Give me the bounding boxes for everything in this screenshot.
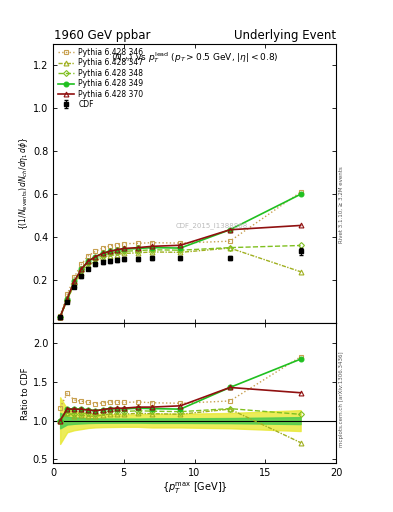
Pythia 6.428 349 (86, 258, 91, 264)
Pythia 6.428 347 (100, 254, 105, 261)
Pythia 6.428 347 (178, 249, 183, 255)
Pythia 6.428 346 (72, 274, 77, 280)
Pythia 6.428 347 (72, 282, 77, 288)
Pythia 6.428 370 (136, 245, 140, 251)
Pythia 6.428 347 (150, 249, 154, 255)
Pythia 6.428 348 (136, 248, 140, 254)
Pythia 6.428 370 (65, 295, 70, 302)
Pythia 6.428 346 (121, 241, 126, 247)
Pythia 6.428 349 (100, 250, 105, 257)
Pythia 6.428 349 (107, 248, 112, 254)
Pythia 6.428 346 (86, 252, 91, 259)
Pythia 6.428 370 (100, 250, 105, 257)
Pythia 6.428 348 (100, 252, 105, 259)
Pythia 6.428 348 (93, 256, 98, 262)
Pythia 6.428 346 (150, 240, 154, 246)
Pythia 6.428 346 (93, 248, 98, 254)
Y-axis label: Ratio to CDF: Ratio to CDF (21, 367, 30, 420)
Pythia 6.428 349 (58, 314, 62, 320)
Pythia 6.428 346 (65, 291, 70, 297)
Y-axis label: $\{(1/N_\mathrm{events})\,dN_{ch}/d\eta_1\,d\phi\}$: $\{(1/N_\mathrm{events})\,dN_{ch}/d\eta_… (17, 137, 30, 230)
Pythia 6.428 348 (150, 247, 154, 253)
Legend: Pythia 6.428 346, Pythia 6.428 347, Pythia 6.428 348, Pythia 6.428 349, Pythia 6: Pythia 6.428 346, Pythia 6.428 347, Pyth… (55, 46, 146, 111)
Pythia 6.428 349 (178, 245, 183, 251)
Pythia 6.428 348 (72, 281, 77, 287)
Text: $\langle N_{ch}\rangle$ vs $p_T^\mathrm{lead}$ ($p_T > 0.5$ GeV, $|\eta| < 0.8$): $\langle N_{ch}\rangle$ vs $p_T^\mathrm{… (111, 51, 278, 66)
Line: Pythia 6.428 348: Pythia 6.428 348 (58, 243, 303, 319)
Pythia 6.428 349 (65, 295, 70, 302)
Pythia 6.428 370 (86, 258, 91, 264)
Pythia 6.428 347 (65, 296, 70, 303)
Pythia 6.428 348 (86, 260, 91, 266)
Pythia 6.428 347 (93, 258, 98, 264)
Pythia 6.428 347 (107, 252, 112, 259)
Pythia 6.428 346 (114, 242, 119, 248)
Pythia 6.428 349 (228, 227, 232, 233)
Line: Pythia 6.428 346: Pythia 6.428 346 (58, 189, 303, 318)
Pythia 6.428 348 (58, 314, 62, 320)
Pythia 6.428 347 (228, 245, 232, 251)
Pythia 6.428 346 (136, 240, 140, 246)
Text: Rivet 3.1.10, ≥ 3.2M events: Rivet 3.1.10, ≥ 3.2M events (339, 166, 344, 243)
Pythia 6.428 370 (121, 245, 126, 251)
Pythia 6.428 348 (79, 268, 84, 274)
Pythia 6.428 347 (79, 270, 84, 276)
Pythia 6.428 370 (93, 253, 98, 260)
Pythia 6.428 370 (58, 314, 62, 320)
Pythia 6.428 349 (93, 253, 98, 260)
Pythia 6.428 370 (107, 248, 112, 254)
Pythia 6.428 370 (72, 279, 77, 285)
Pythia 6.428 347 (298, 269, 303, 275)
X-axis label: $\{p_T^\mathrm{max}$ [GeV]}: $\{p_T^\mathrm{max}$ [GeV]} (162, 481, 228, 497)
Pythia 6.428 348 (114, 249, 119, 255)
Pythia 6.428 349 (150, 245, 154, 251)
Pythia 6.428 370 (150, 243, 154, 249)
Pythia 6.428 370 (178, 242, 183, 248)
Pythia 6.428 348 (178, 247, 183, 253)
Pythia 6.428 346 (100, 245, 105, 251)
Line: Pythia 6.428 349: Pythia 6.428 349 (58, 192, 303, 319)
Text: Underlying Event: Underlying Event (234, 29, 336, 42)
Pythia 6.428 349 (136, 245, 140, 251)
Pythia 6.428 346 (58, 313, 62, 319)
Pythia 6.428 348 (121, 248, 126, 254)
Pythia 6.428 347 (136, 250, 140, 256)
Pythia 6.428 370 (79, 266, 84, 272)
Pythia 6.428 347 (58, 314, 62, 320)
Pythia 6.428 349 (114, 247, 119, 253)
Pythia 6.428 370 (298, 222, 303, 228)
Text: CDF_2015_I1388868: CDF_2015_I1388868 (175, 222, 248, 229)
Text: 1960 GeV ppbar: 1960 GeV ppbar (54, 29, 151, 42)
Pythia 6.428 349 (79, 266, 84, 272)
Pythia 6.428 347 (86, 262, 91, 268)
Pythia 6.428 348 (65, 296, 70, 303)
Line: Pythia 6.428 370: Pythia 6.428 370 (58, 223, 303, 319)
Pythia 6.428 347 (121, 250, 126, 257)
Pythia 6.428 370 (228, 227, 232, 233)
Pythia 6.428 346 (298, 189, 303, 195)
Pythia 6.428 349 (72, 279, 77, 285)
Pythia 6.428 348 (228, 245, 232, 251)
Line: Pythia 6.428 347: Pythia 6.428 347 (58, 246, 303, 319)
Pythia 6.428 370 (114, 247, 119, 253)
Pythia 6.428 347 (114, 251, 119, 258)
Pythia 6.428 346 (228, 238, 232, 244)
Pythia 6.428 346 (178, 240, 183, 246)
Pythia 6.428 348 (107, 250, 112, 257)
Pythia 6.428 349 (298, 191, 303, 197)
Pythia 6.428 346 (107, 243, 112, 249)
Pythia 6.428 346 (79, 261, 84, 267)
Pythia 6.428 348 (298, 242, 303, 248)
Text: mcplots.cern.ch [arXiv:1306.3436]: mcplots.cern.ch [arXiv:1306.3436] (339, 352, 344, 447)
Pythia 6.428 349 (121, 246, 126, 252)
